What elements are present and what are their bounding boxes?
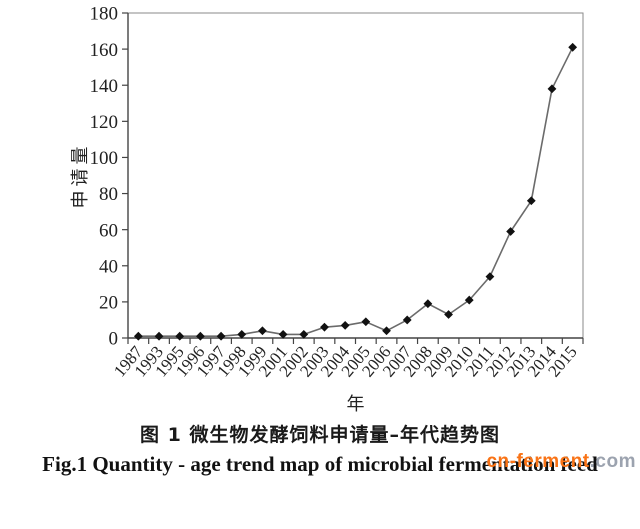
data-point-marker xyxy=(485,272,495,282)
data-point-marker xyxy=(526,196,536,206)
y-tick-label: 80 xyxy=(99,184,118,205)
data-point-marker xyxy=(423,299,433,309)
watermark-suffix: .com xyxy=(589,451,636,472)
trend-line xyxy=(138,46,574,338)
y-tick-label: 160 xyxy=(90,40,119,61)
data-point-marker xyxy=(195,331,205,341)
data-point-marker xyxy=(402,315,412,325)
figure-container: 0 20 40 60 80 100 120 140 160 180 1987 1993 1995 1996… xyxy=(0,4,640,477)
data-point-marker xyxy=(278,329,288,339)
data-point-marker xyxy=(320,322,329,332)
data-point-marker xyxy=(506,227,516,236)
caption-chinese: 图 1 微生物发酵饲料申请量–年代趋势图 xyxy=(140,424,500,446)
y-axis-title: 申请量 xyxy=(70,143,90,209)
y-tick-label: 120 xyxy=(90,112,119,133)
data-point-marker xyxy=(299,329,309,339)
y-tick-label: 180 xyxy=(90,4,119,25)
data-point-marker xyxy=(258,326,267,336)
figure-captions: 图 1 微生物发酵饲料申请量–年代趋势图 Fig.1 Quantity - ag… xyxy=(0,422,640,477)
data-point-marker xyxy=(154,331,164,341)
watermark-brand: cn-ferment xyxy=(486,451,590,472)
y-tick-label: 20 xyxy=(99,293,118,314)
plot-box xyxy=(127,12,584,339)
watermark: cn-ferment.com xyxy=(486,451,636,473)
data-point-marker xyxy=(216,331,226,341)
data-point-marker xyxy=(237,329,247,339)
caption-english: Fig.1 Quantity - age trend map of microb… xyxy=(42,452,598,476)
data-point-marker xyxy=(568,42,578,52)
data-point-marker xyxy=(340,320,350,330)
data-point-marker xyxy=(547,84,557,94)
x-axis-title: 年 xyxy=(347,394,365,414)
data-point-marker xyxy=(464,295,474,305)
trend-line-chart: 0204060801001201401601801987199319951996… xyxy=(70,4,584,414)
data-point-marker xyxy=(175,331,185,341)
data-point-marker xyxy=(361,317,371,327)
data-point-marker xyxy=(444,310,453,319)
y-tick-label: 40 xyxy=(99,256,118,277)
data-point-marker xyxy=(133,331,143,341)
y-tick-label: 60 xyxy=(99,220,118,241)
y-tick-label: 140 xyxy=(90,76,119,97)
data-point-marker xyxy=(382,326,391,336)
y-tick-label: 0 xyxy=(109,329,119,350)
y-tick-label: 100 xyxy=(90,148,119,169)
